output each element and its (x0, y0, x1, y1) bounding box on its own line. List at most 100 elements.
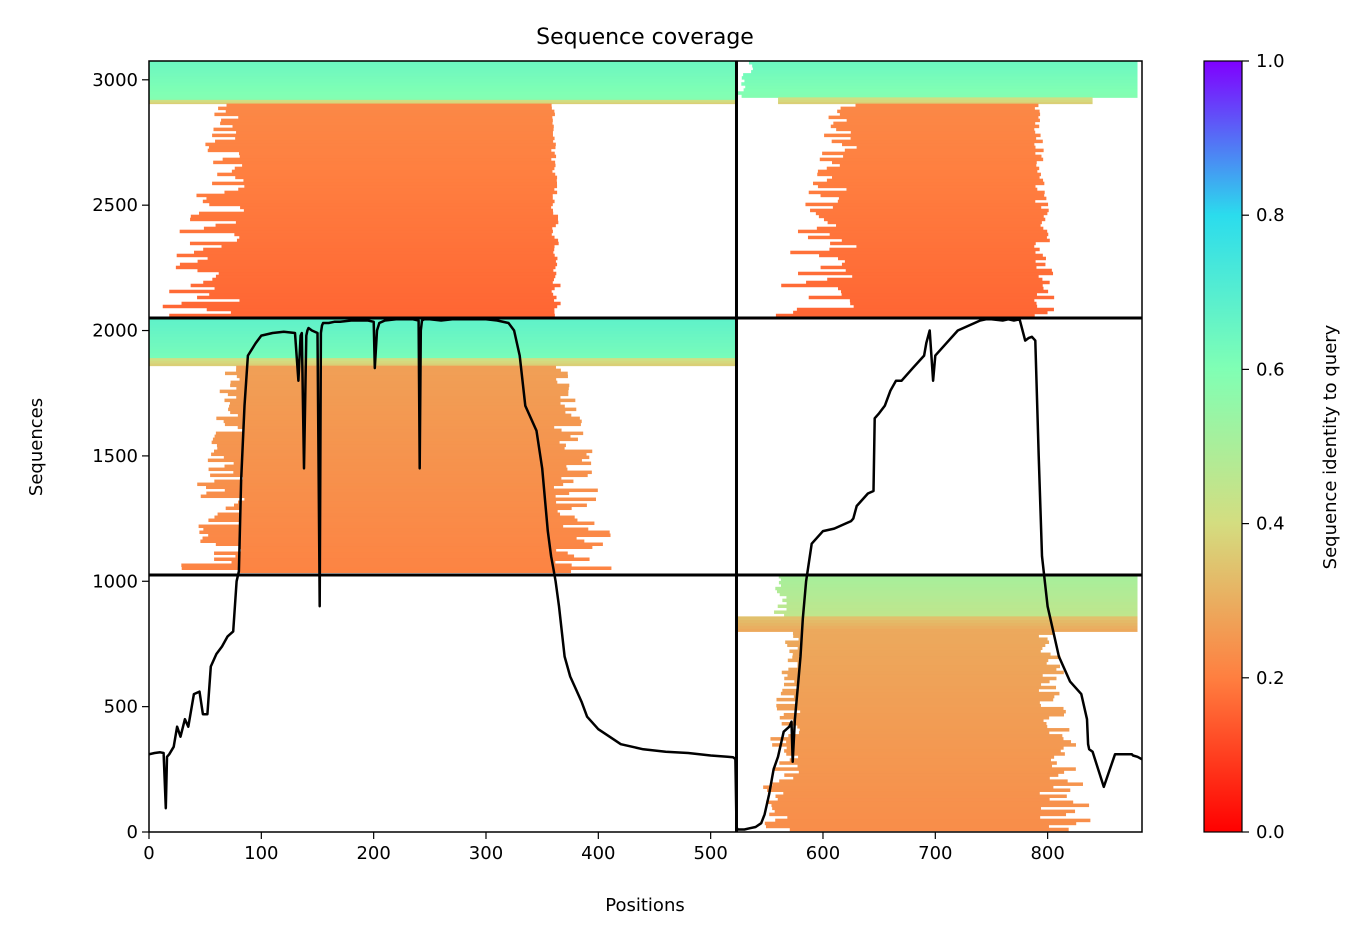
coverage-band-row (236, 365, 557, 370)
coverage-band-row (766, 800, 1074, 805)
chain-boundaries (149, 61, 1142, 832)
x-axis-label: Positions (605, 895, 684, 916)
coverage-band-row (149, 102, 737, 105)
coverage-band-row (798, 770, 1065, 774)
coverage-band-row (736, 619, 1138, 623)
coverage-band-row (793, 634, 1039, 638)
colorbar-label: Sequence identity to query (1320, 324, 1341, 569)
coverage-band-row (781, 722, 1047, 726)
coverage-band-row (169, 289, 552, 294)
coverage-band-row (224, 488, 598, 493)
coverage-band-row (149, 75, 737, 80)
coverage-band-row (244, 497, 597, 502)
coverage-band-row (149, 99, 737, 102)
coverage-band-row (792, 718, 1044, 723)
coverage-band-row (203, 226, 553, 231)
coverage-band-row (783, 712, 1064, 717)
coverage-band-row (214, 557, 590, 562)
coverage-band-row (780, 691, 1060, 696)
coverage-band-row (196, 193, 553, 198)
x-tick-label: 400 (581, 843, 615, 864)
colorbar-axis: 0.0 0.2 0.4 0.6 0.8 1.0 (1242, 51, 1285, 843)
x-axis: 0 100 200 300 400 500 600 700 800 (143, 832, 1065, 864)
coverage-band-row (175, 265, 556, 270)
coverage-band-row (823, 217, 1046, 222)
coverage-band-row (839, 163, 1037, 168)
coverage-band-row (752, 67, 1138, 71)
coverage-band-row (236, 374, 568, 379)
coverage-band-row (846, 118, 1040, 123)
coverage-band-row (203, 527, 589, 532)
coverage-band-row (169, 313, 555, 318)
coverage-band-row (843, 154, 1042, 159)
coverage-band-row (149, 87, 737, 92)
coverage-band-row (827, 220, 1042, 225)
coverage-band-row (220, 121, 553, 126)
colorbar-frame (1203, 60, 1243, 833)
coverage-band-row (179, 229, 553, 234)
coverage-band-row (819, 157, 1044, 162)
coverage-band-row (792, 655, 1061, 660)
coverage-band-row (796, 307, 1054, 312)
coverage-band-row (240, 521, 595, 526)
coverage-band-row (238, 151, 555, 156)
coverage-band-row (822, 151, 1036, 156)
coverage-band-row (225, 506, 572, 511)
coverage-band-row (846, 187, 1038, 192)
coverage-band-row (778, 575, 1138, 579)
coverage-band-row (780, 577, 1138, 582)
coverage-band-row (190, 283, 561, 288)
coverage-band-row (236, 386, 569, 391)
coverage-band-row (197, 259, 556, 264)
coverage-band-row (149, 84, 737, 89)
y-tick-label: 500 (104, 697, 138, 718)
coverage-band-row (793, 694, 1055, 699)
y-tick-label: 0 (127, 822, 138, 843)
coverage-band-row (233, 470, 592, 475)
y-tick-label: 2500 (92, 195, 138, 216)
y-axis-label: Sequences (26, 398, 47, 496)
coverage-band-row (826, 178, 1044, 183)
coverage-band-row (778, 580, 1138, 585)
coverage-band-row (797, 764, 1053, 768)
coverage-band-row (214, 286, 555, 291)
coverage-band-row (206, 491, 570, 496)
coverage-band-row (219, 389, 569, 394)
coverage-band-row (813, 181, 1045, 186)
x-tick-label: 100 (244, 843, 278, 864)
coverage-band-row (781, 670, 1064, 675)
coverage-band-row (743, 73, 1138, 77)
coverage-band-row (850, 130, 1036, 135)
coverage-band-row (176, 253, 555, 258)
coverage-band-row (784, 773, 1059, 777)
coverage-band-row (234, 166, 555, 171)
coverage-band-row (856, 145, 1036, 150)
coverage-band-row (817, 184, 1036, 189)
coverage-band-row (203, 247, 555, 252)
coverage-band-row (772, 782, 1083, 786)
coverage-band-row (149, 348, 737, 353)
coverage-band-row (841, 292, 1037, 297)
colorbar-tick-label: 0.6 (1256, 359, 1285, 380)
coverage-band-row (215, 274, 556, 279)
coverage-band-row (765, 824, 1049, 829)
coverage-band-row (745, 85, 1138, 89)
coverage-band-row (788, 734, 1063, 738)
coverage-band-row (789, 827, 1069, 832)
coverage-band-row (808, 295, 1055, 300)
coverage-band-row (776, 703, 1041, 708)
coverage-band-row (238, 187, 555, 192)
coverage-band-row (214, 551, 568, 556)
coverage-band-row (797, 661, 1047, 666)
coverage-band-row (149, 93, 737, 98)
coverage-band-row (214, 449, 593, 454)
coverage-band-row (239, 154, 557, 159)
coverage-band-row (830, 124, 1040, 129)
coverage-band-row (235, 220, 559, 225)
coverage-band-row (199, 530, 610, 535)
coverage-band-row (788, 667, 1057, 672)
coverage-band-row (829, 232, 1049, 237)
coverage-band-row (798, 271, 1054, 276)
coverage-band-row (786, 752, 1065, 756)
coverage-band-row (828, 115, 1039, 120)
